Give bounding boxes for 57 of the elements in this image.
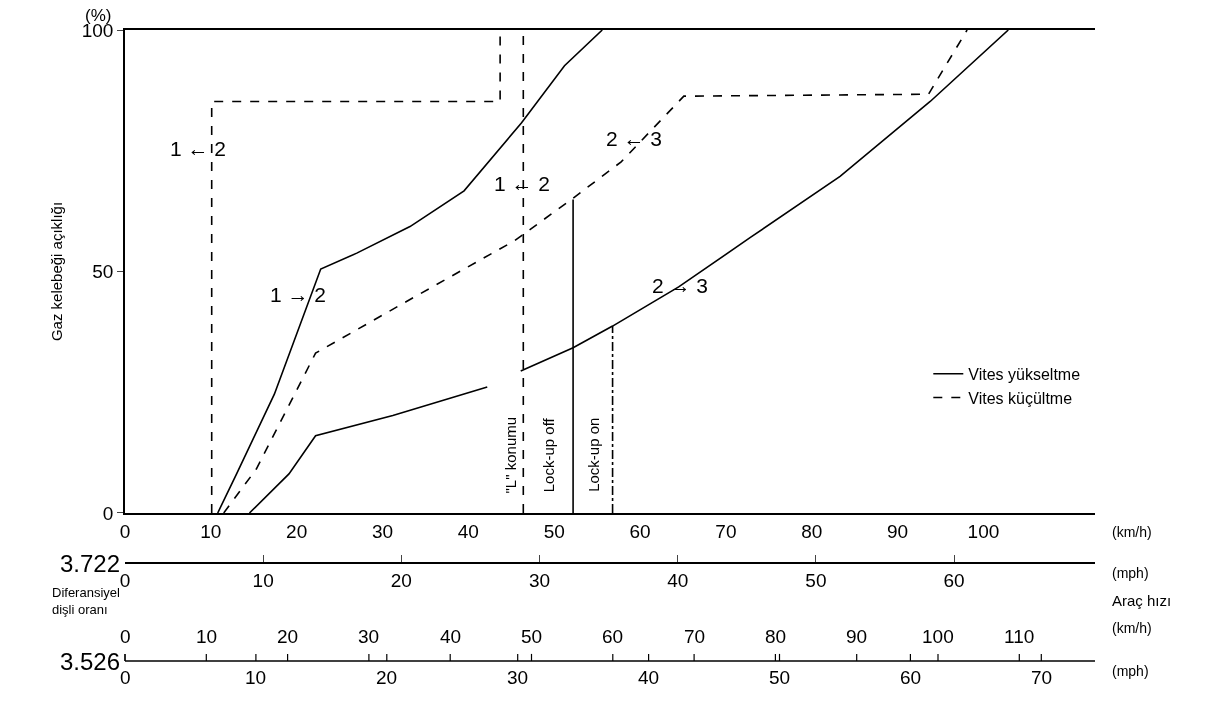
x-tick-label: 80 <box>801 520 823 542</box>
legend-label: Vites yükseltme <box>968 365 1081 383</box>
x-tick-label: 60 <box>629 520 651 542</box>
x2-axis-title: (mph) <box>1112 565 1149 581</box>
annotation: Lock-up off <box>540 417 558 493</box>
x-tick-label: 90 <box>887 520 909 542</box>
x-tick-label: 50 <box>543 520 565 542</box>
x2-tick-label: 30 <box>528 569 551 591</box>
text: 20 <box>376 667 398 688</box>
annotation: Lock-up on <box>584 417 602 492</box>
text: 0 <box>120 626 131 647</box>
text: 50 <box>769 667 791 688</box>
annotation: "L" konumu <box>502 416 520 494</box>
text: 30 <box>507 667 529 688</box>
x-tick-label: 70 <box>715 520 737 542</box>
x-axis-title: (km/h) <box>1112 524 1152 540</box>
x-tick-label: 40 <box>457 520 479 542</box>
text: 20 <box>277 626 299 647</box>
text: 30 <box>358 626 380 647</box>
text: 10 <box>245 667 267 688</box>
annotation: 1 ← 2 <box>170 137 227 160</box>
x2-tick-label: 40 <box>667 569 689 591</box>
x-tick-label: 100 <box>967 520 1000 542</box>
text: 60 <box>602 626 624 647</box>
annotation: 2 ← 3 <box>606 127 663 150</box>
y-tick-label: 50 <box>92 261 114 283</box>
text: Diferansiyel dişli oranı <box>52 585 121 617</box>
x2-tick-label: 10 <box>252 569 274 591</box>
text: 80 <box>765 626 787 647</box>
x2-tick-label: 0 <box>119 569 131 591</box>
text: 70 <box>1031 667 1053 688</box>
x-tick-label: 20 <box>286 520 308 542</box>
annotation: 1 → 2 <box>270 283 327 306</box>
x2-tick-label: 20 <box>390 569 412 591</box>
text: 40 <box>638 667 660 688</box>
text: 3.526 <box>60 648 121 675</box>
text: (km/h) <box>1112 620 1152 636</box>
text: 60 <box>900 667 922 688</box>
y-axis-title: Gaz kelebeği açıklığı <box>48 201 66 342</box>
text: 100 <box>922 626 954 647</box>
text: 10 <box>196 626 218 647</box>
y-tick-label: 0 <box>102 502 114 524</box>
x-tick-label: 30 <box>371 520 394 542</box>
x2-tick-label: 60 <box>943 569 965 591</box>
x-tick-label: 10 <box>200 520 222 542</box>
text: 40 <box>440 626 462 647</box>
text: 50 <box>521 626 543 647</box>
text: Araç hızı <box>1112 592 1172 609</box>
legend-label: Vites küçültme <box>968 389 1073 407</box>
text: 70 <box>684 626 706 647</box>
text: 90 <box>846 626 868 647</box>
text: 110 <box>1004 626 1035 647</box>
text: 3.722 <box>60 550 121 577</box>
text: (mph) <box>1112 663 1149 679</box>
text: 0 <box>120 667 131 688</box>
x-tick-label: 0 <box>119 520 131 542</box>
x2-tick-label: 50 <box>805 569 827 591</box>
